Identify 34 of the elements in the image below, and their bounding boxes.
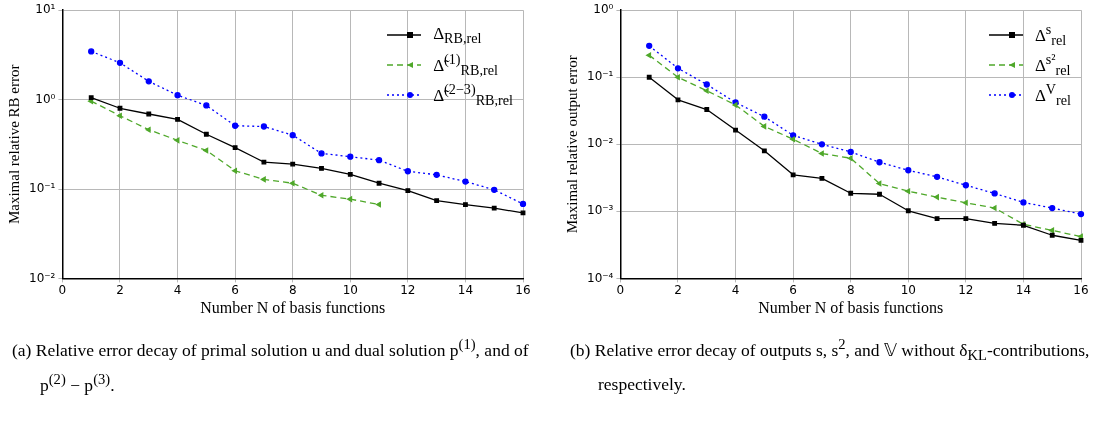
y-tick-label: 10⁻³ [586,203,614,218]
y-tick-label: 10⁰ [35,91,56,106]
x-axis-title: Number N of basis functions [758,298,944,316]
x-tick-label: 10 [900,282,916,297]
x-tick-label: 2 [674,282,682,297]
y-tick-label: 10⁰ [593,2,614,17]
x-tick-label: 16 [515,282,531,297]
x-tick-label: 2 [116,282,124,297]
x-tick-label: 0 [616,282,625,297]
x-tick-label: 8 [846,282,855,297]
y-tick-label: 10⁻⁴ [586,270,614,285]
y-axis-title: Maximal relative RB error [5,64,22,225]
x-tick-label: 4 [173,282,182,297]
y-tick-label: 10⁻² [28,270,56,285]
y-tick-label: 10⁻¹ [586,69,614,84]
x-tick-label: 14 [457,282,474,297]
x-tick-label: 6 [789,282,797,297]
x-tick-label: 6 [231,282,239,297]
x-tick-label: 8 [288,282,297,297]
x-tick-label: 12 [958,282,974,297]
y-tick-label: 10⁻¹ [28,181,56,196]
text: (a) Relative error decay of primal solution u and dual solution p$^{(1)}$, and of p$^{(2)}$ − p$^{(3)}$. [12,336,529,395]
text: (b) Relative error decay of outputs s, s$^{2}$, and 𝕍 without δ$_{KL}$-contributions, respectively. [570,336,1090,395]
x-tick-label: 16 [1073,282,1089,297]
y-tick-label: 10¹ [35,2,56,17]
y-tick-label: 10⁻² [586,136,614,151]
x-tick-label: 12 [400,282,416,297]
y-axis-title: Maximal relative output error [563,55,580,234]
x-tick-label: 0 [58,282,67,297]
x-tick-label: 14 [1015,282,1032,297]
x-tick-label: 10 [342,282,358,297]
legend-label: Δ$_{RB,rel}$ [433,23,482,46]
x-axis-title: Number N of basis functions [200,298,386,316]
x-tick-label: 4 [731,282,740,297]
